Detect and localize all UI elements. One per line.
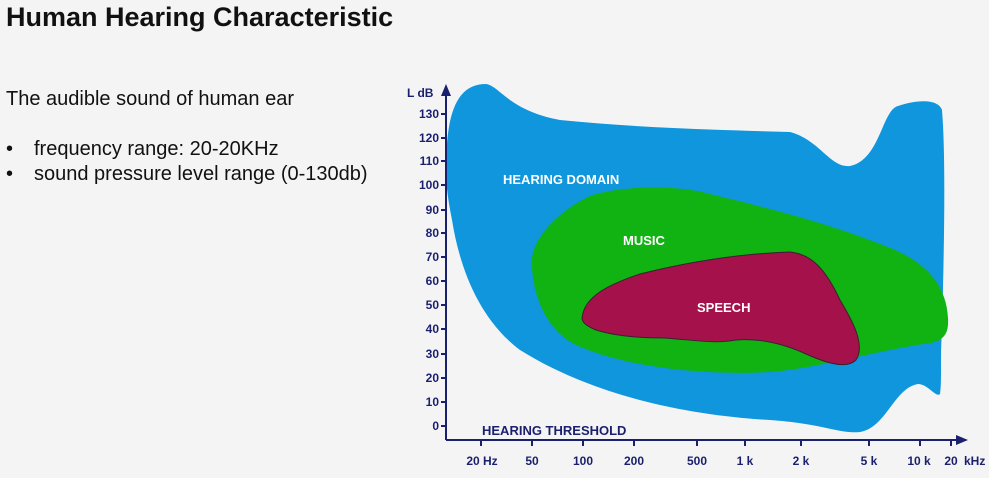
intro-text: The audible sound of human ear [6, 88, 294, 110]
bullet-dot: • [6, 163, 14, 185]
y-tick-labels: 0 10 20 30 40 50 60 70 80 90 100 110 120… [419, 107, 439, 433]
y-axis-arrow-icon [441, 84, 451, 96]
bullet-pressure-range: sound pressure level range (0-130db) [34, 163, 368, 185]
x-tick-label: 5 k [861, 454, 878, 468]
x-tick-label: 20 Hz [466, 454, 497, 468]
y-tick-label: 90 [426, 203, 440, 217]
y-tick-label: 50 [426, 298, 440, 312]
bullet-item: • frequency range: 20-20KHz [6, 137, 368, 162]
y-tick-label: 30 [426, 347, 440, 361]
x-axis-unit-label: kHz [964, 454, 985, 468]
x-tick-labels: 20 Hz 50 100 200 500 1 k 2 k 5 k 10 k 20 [466, 454, 958, 468]
y-axis-label: L dB [407, 86, 434, 100]
x-tick-label: 20 [944, 454, 958, 468]
hearing-threshold-label: HEARING THRESHOLD [482, 423, 626, 438]
y-tick-label: 70 [426, 250, 440, 264]
y-tick-label: 110 [420, 154, 440, 168]
x-tick-label: 1 k [737, 454, 754, 468]
x-tick-label: 50 [525, 454, 539, 468]
x-axis-arrow-icon [956, 435, 968, 445]
y-tick-label: 20 [426, 371, 440, 385]
x-tick-label: 100 [573, 454, 593, 468]
bullet-frequency-range: frequency range: 20-20KHz [34, 138, 279, 160]
bullet-dot: • [6, 138, 14, 160]
y-tick-label: 40 [426, 322, 440, 336]
y-tick-label: 0 [432, 419, 439, 433]
y-tick-label: 60 [426, 274, 440, 288]
slide-title: Human Hearing Characteristic [6, 2, 394, 32]
hearing-domain-label: HEARING DOMAIN [503, 172, 619, 187]
y-tick-marks [441, 113, 446, 427]
x-tick-label: 10 k [907, 454, 931, 468]
x-tick-marks [480, 440, 952, 446]
x-tick-label: 200 [624, 454, 644, 468]
y-tick-label: 10 [426, 395, 440, 409]
x-tick-label: 2 k [793, 454, 810, 468]
y-tick-label: 80 [426, 226, 440, 240]
y-tick-label: 120 [419, 131, 439, 145]
speech-label: SPEECH [697, 300, 750, 315]
speech-region [581, 251, 860, 366]
x-tick-label: 500 [687, 454, 707, 468]
y-tick-label: 100 [419, 178, 439, 192]
bullet-list: • frequency range: 20-20KHz • sound pres… [6, 137, 368, 187]
music-label: MUSIC [623, 233, 666, 248]
bullet-item: • sound pressure level range (0-130db) [6, 162, 368, 187]
y-tick-label: 130 [419, 107, 439, 121]
